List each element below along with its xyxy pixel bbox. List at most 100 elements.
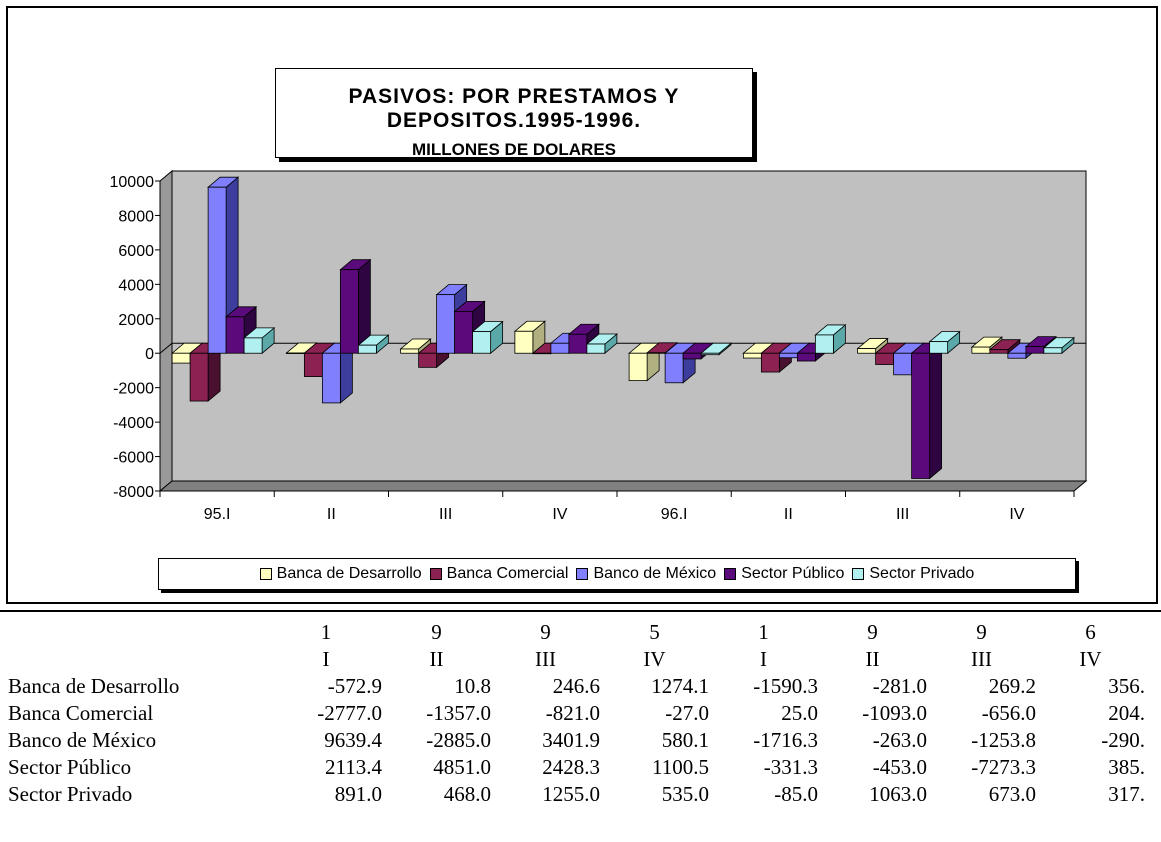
table-cell: -331.3 <box>763 755 818 779</box>
table-cell: -1590.3 <box>753 674 818 698</box>
zero-depth-line <box>159 342 173 354</box>
bar <box>893 352 913 376</box>
table-header-cell: I <box>760 647 767 671</box>
legend-swatch <box>852 568 865 580</box>
table-row-label: Sector Privado <box>8 782 133 806</box>
bar <box>243 337 263 354</box>
table-cell: -1093.0 <box>862 701 927 725</box>
plot-side-wall <box>159 169 173 493</box>
legend-label: Sector Público <box>741 565 845 582</box>
bar <box>778 352 798 359</box>
chart-legend: Banca de Desarrollo Banca Comercial Banc… <box>158 558 1076 590</box>
bar <box>628 352 648 382</box>
bar <box>700 352 720 356</box>
table-cell: 3401.9 <box>542 728 600 752</box>
table-header-cell: IV <box>1079 647 1102 671</box>
table-cell: -1716.3 <box>753 728 818 752</box>
bar <box>189 352 209 402</box>
bar <box>303 352 323 377</box>
bar <box>321 352 341 404</box>
table-header-cell: II <box>429 647 444 671</box>
bar <box>664 352 684 384</box>
legend-label: Banca de Desarrollo <box>276 565 422 582</box>
bar <box>418 352 438 368</box>
table-header-cell: 6 <box>1085 620 1096 644</box>
bar <box>929 341 949 354</box>
table-cell: 1063.0 <box>869 782 927 806</box>
table-cell: -7273.3 <box>971 755 1036 779</box>
table-row-label: Sector Público <box>8 755 132 779</box>
chart-frame: 10000 8000 6000 4000 2000 0 -2000 -4000 -6000 -80… <box>6 6 1158 604</box>
bar <box>857 348 877 354</box>
y-tick-label: 8000 <box>118 208 154 225</box>
table-corner <box>8 619 270 646</box>
table-header-cell: 9 <box>976 620 987 644</box>
table-header-cell: 9 <box>540 620 551 644</box>
table-cell: 317. <box>1108 782 1145 806</box>
bar <box>285 352 305 354</box>
y-tick-label: 2000 <box>118 312 154 329</box>
y-tick-label: 4000 <box>118 277 154 294</box>
table-cell: -290. <box>1101 728 1145 752</box>
table-row: Banco de México 9639.4 -2885.0 3401.9 58… <box>8 727 1145 754</box>
legend-label: Banca Comercial <box>446 565 569 582</box>
table-cell: 4851.0 <box>433 755 491 779</box>
y-tick-label: 6000 <box>118 243 154 260</box>
bar <box>971 346 991 354</box>
bar <box>472 331 492 354</box>
table-header-cell: II <box>865 647 880 671</box>
y-tick-label: -8000 <box>113 484 154 501</box>
x-tick-label: II <box>784 506 793 523</box>
bar <box>911 352 931 479</box>
table-cell: -85.0 <box>774 782 818 806</box>
table-cell: -2885.0 <box>426 728 491 752</box>
bar <box>454 311 474 354</box>
bar <box>1043 347 1063 354</box>
table-cell: 580.1 <box>661 728 709 752</box>
table-cell: 25.0 <box>781 701 818 725</box>
table-header-cell: 9 <box>867 620 878 644</box>
legend-swatch <box>576 568 589 580</box>
bar <box>357 344 377 354</box>
table-cell: -27.0 <box>665 701 709 725</box>
y-tick-label: -6000 <box>113 450 154 467</box>
table-cell: 535.0 <box>661 782 709 806</box>
table-header-cell: 5 <box>649 620 660 644</box>
table-header-cell: 9 <box>431 620 442 644</box>
bar <box>1025 346 1045 354</box>
bar-side <box>929 342 943 480</box>
bar <box>436 294 456 354</box>
table-header-row: 1 9 9 5 1 9 9 6 <box>8 619 1145 646</box>
data-table: 1 9 9 5 1 9 9 6 I II III IV I II III IV … <box>8 619 1145 808</box>
y-tick-label: -2000 <box>113 381 154 398</box>
x-tick-label: III <box>439 506 452 523</box>
bar <box>568 333 588 354</box>
legend-swatch <box>259 568 272 580</box>
x-tick-label: II <box>327 506 336 523</box>
bar <box>682 352 702 360</box>
x-tick-label: III <box>896 506 909 523</box>
bar <box>225 316 245 354</box>
table-cell: 2113.4 <box>325 755 382 779</box>
table-cell: -1253.8 <box>971 728 1036 752</box>
table-header-row: I II III IV I II III IV <box>8 646 1145 673</box>
legend-label: Sector Privado <box>869 565 975 582</box>
x-tick-label: 95.I <box>204 506 231 523</box>
chart-subtitle: MILLONES DE DOLARES <box>411 140 616 159</box>
table-cell: -281.0 <box>872 674 927 698</box>
bar <box>550 342 570 354</box>
table-corner <box>8 646 270 673</box>
table-header-cell: 1 <box>758 620 769 644</box>
table-cell: 9639.4 <box>324 728 382 752</box>
table-cell: -572.9 <box>327 674 382 698</box>
bar <box>207 186 227 354</box>
table-cell: -821.0 <box>545 701 600 725</box>
table-header-cell: IV <box>643 647 666 671</box>
table-cell: 1274.1 <box>651 674 709 698</box>
bar <box>814 334 834 354</box>
legend-swatch <box>724 568 737 580</box>
legend-item-banca-desarrollo: Banca de Desarrollo <box>259 565 422 583</box>
bar <box>1007 352 1027 359</box>
bar <box>339 269 359 354</box>
y-tick-label: 10000 <box>110 174 155 191</box>
